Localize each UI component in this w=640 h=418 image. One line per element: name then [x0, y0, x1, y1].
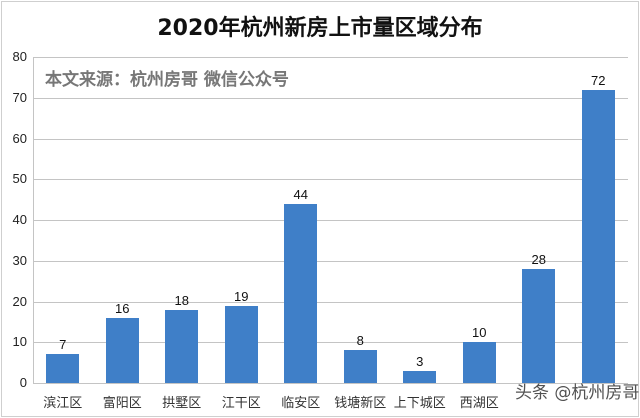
- bar-value-label: 16: [115, 300, 130, 316]
- chart-title: 2020年杭州新房上市量区域分布: [157, 16, 483, 41]
- bar: [462, 342, 496, 383]
- x-category-label: 上下城区: [393, 396, 446, 411]
- bar: [165, 309, 199, 383]
- plot-area: 本文来源：杭州房哥 微信公众号 0 10 20 30 40 50 60 70 80 7 16 18 19…: [13, 49, 628, 390]
- bar-value-label: 44: [293, 186, 308, 202]
- bar: [105, 317, 139, 383]
- x-category-label: 拱墅区: [162, 396, 202, 411]
- bar: [284, 203, 318, 383]
- bar-value-label: 72: [591, 72, 606, 88]
- gridline: [33, 179, 628, 181]
- bar-value-label: 8: [356, 333, 364, 349]
- y-tick-label: 40: [12, 212, 27, 227]
- gridline: [33, 301, 628, 303]
- bar-value-label: 19: [234, 288, 249, 304]
- gridline: [33, 138, 628, 140]
- y-tick-label: 0: [19, 375, 27, 390]
- y-tick-label: 30: [12, 252, 27, 268]
- x-category-label: 江干区: [221, 396, 261, 411]
- gridline: [33, 342, 628, 344]
- bar: [581, 89, 615, 383]
- y-tick-label: 10: [12, 334, 27, 350]
- x-axis-line: [33, 383, 628, 384]
- gridline: [33, 220, 628, 221]
- bar: [46, 354, 80, 383]
- bar-value-label: 28: [531, 251, 546, 267]
- y-tick-label: 80: [12, 49, 27, 64]
- bar: [343, 350, 377, 383]
- bar-value-label: 3: [416, 353, 424, 369]
- x-category-label: 富阳区: [102, 396, 142, 411]
- y-tick-label: 50: [12, 171, 27, 187]
- source-annotation: 本文来源：杭州房哥 微信公众号: [43, 65, 291, 90]
- x-category-label: 钱塘新区: [334, 396, 387, 411]
- gridline: [33, 57, 628, 58]
- bar: [403, 370, 437, 383]
- bar-value-label: 7: [59, 337, 67, 353]
- x-category-label: 临安区: [281, 396, 321, 411]
- y-tick-label: 20: [12, 293, 27, 309]
- x-category-label: 滨江区: [43, 396, 83, 411]
- bar: [224, 305, 258, 383]
- gridline: [33, 260, 628, 262]
- gridline: [33, 97, 628, 99]
- watermark: 头条 @杭州房哥: [515, 383, 640, 403]
- y-tick-label: 60: [12, 130, 27, 146]
- x-category-label: 西湖区: [459, 396, 499, 411]
- bar-value-label: 10: [472, 325, 487, 341]
- bar-value-label: 18: [174, 292, 189, 308]
- bar: [522, 268, 556, 383]
- y-tick-label: 70: [12, 89, 27, 105]
